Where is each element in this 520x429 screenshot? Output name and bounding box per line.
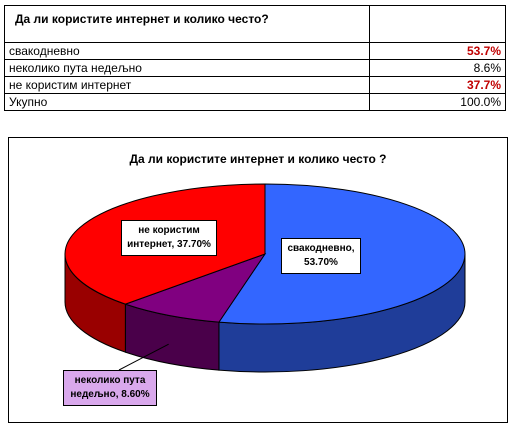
row-value: 53.7% [369,42,506,60]
row-label: не користим интернет [4,76,370,94]
row-label: свакодневно [4,42,370,60]
slice-weekly-leader-line [118,343,169,371]
table-header-row: Да ли користите интернет и колико често? [4,5,506,43]
table-row: свакодневно 53.7% [4,42,506,60]
row-value: 100.0% [369,93,506,111]
table-row: Укупно 100.0% [4,93,506,111]
chart-title: Да ли користите интернет и колико често … [129,152,387,166]
row-value: 37.7% [369,76,506,94]
slice-label-line: интернет, 37.70% [127,239,211,250]
results-table: Да ли користите интернет и колико често?… [4,5,506,111]
row-label: Укупно [4,93,370,111]
slice-label-daily: свакодневно, 53.70% [281,238,361,274]
slice-weekly [123,253,267,323]
slice-label-weekly: неколико пута недељно, 8.60% [63,370,157,406]
table-row: неколико пута недељно 8.6% [4,59,506,77]
slice-label-line: свакодневно, [287,243,355,254]
row-value: 8.6% [369,59,506,77]
row-label: неколико пута недељно [4,59,370,77]
slice-label-not-using: не користим интернет, 37.70% [121,220,217,256]
slice-label-line: 53.70% [304,257,338,268]
slice-label-line: не користим [138,225,200,236]
table-header-value-cell [369,5,506,43]
table-title: Да ли користите интернет и колико често? [4,5,370,43]
slice-label-line: неколико пута [74,375,146,386]
slice-label-line: недељно, 8.60% [70,389,150,400]
pie-chart-box: Да ли користите интернет и колико често … [8,137,508,423]
table-row: не користим интернет 37.7% [4,76,506,94]
